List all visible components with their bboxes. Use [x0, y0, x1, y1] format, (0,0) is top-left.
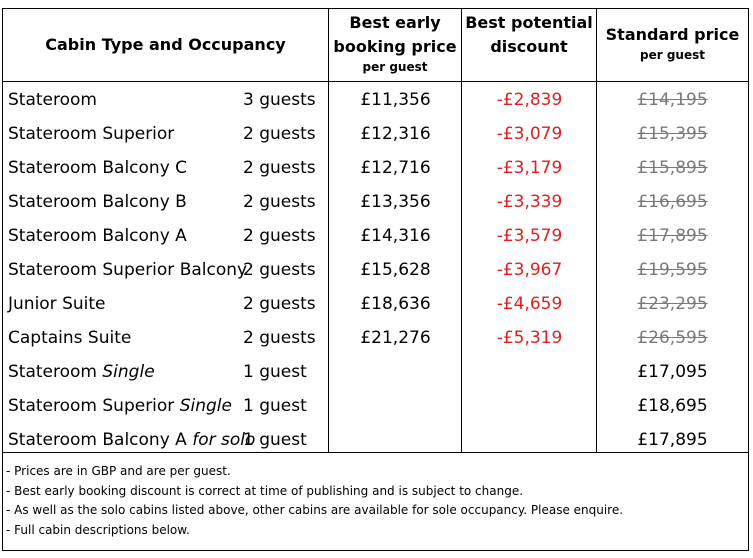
discount: -£5,319: [496, 328, 563, 348]
cabin-type-italic: for solo: [192, 430, 256, 450]
occupancy: 1 guest: [243, 430, 307, 450]
table-row: Stateroom Single 1 guest £17,095: [3, 355, 748, 389]
header-early-line2: booking price: [333, 37, 457, 56]
discount: -£2,839: [496, 90, 563, 110]
occupancy: 2 guests: [243, 158, 316, 178]
occupancy: 2 guests: [243, 192, 316, 212]
table-row: Stateroom 3 guests £11,356 -£2,839 £14,195: [3, 83, 748, 117]
cabin-type: Stateroom Balcony A: [8, 226, 187, 246]
header-early: Best early booking price per guest: [329, 11, 461, 75]
notes: - Prices are in GBP and are per guest. -…: [6, 462, 623, 540]
cabin-type-italic: Single: [179, 396, 232, 416]
discount: -£3,967: [496, 260, 563, 280]
note-line: - Best early booking discount is correct…: [6, 483, 524, 498]
cabin-type: Stateroom Balcony B: [8, 192, 187, 212]
cabin-type-cell: Stateroom Balcony A for solo: [8, 423, 255, 457]
cabin-type: Captains Suite: [8, 328, 132, 348]
table-row: Captains Suite 2 guests £21,276 -£5,319 £26,…: [3, 321, 748, 355]
cabin-type-cell: Stateroom Balcony C: [8, 151, 187, 185]
cabin-type-cell: Captains Suite: [8, 321, 131, 355]
cabin-type: Stateroom: [8, 362, 103, 382]
column-divider: [596, 9, 597, 452]
occupancy: 1 guest: [243, 396, 307, 416]
note-line: - Prices are in GBP and are per guest.: [6, 464, 231, 478]
header-divider: [3, 81, 748, 82]
early-price: £12,316: [360, 124, 431, 144]
note-line: - As well as the solo cabins listed abov…: [6, 503, 624, 517]
header-early-line1: Best early: [349, 13, 441, 32]
cabin-type-italic: Single: [102, 362, 155, 382]
early-price: £18,636: [360, 294, 431, 314]
header-standard-line1: Standard price: [605, 25, 740, 44]
early-price: £21,276: [360, 328, 431, 348]
cabin-type: Stateroom Superior Balcony: [8, 260, 248, 280]
cabin-type-cell: Stateroom Balcony A: [8, 219, 187, 253]
table-row: Junior Suite 2 guests £18,636 -£4,659 £23,29…: [3, 287, 748, 321]
cabin-type-cell: Stateroom Superior Single: [8, 389, 232, 423]
occupancy: 2 guests: [243, 226, 316, 246]
discount: -£3,179: [496, 158, 563, 178]
table-row: Stateroom Superior Balcony 2 guests £15,62…: [3, 253, 748, 287]
cabin-type-cell: Stateroom: [8, 83, 97, 117]
header-standard-sub: per guest: [640, 48, 705, 62]
table-row: Stateroom Balcony A for solo 1 guest £17,8…: [3, 423, 748, 457]
early-price: £15,628: [360, 260, 431, 280]
cabin-type: Stateroom Superior: [8, 124, 175, 144]
table-row: Stateroom Balcony A 2 guests £14,316 -£3,57…: [3, 219, 748, 253]
cabin-type-cell: Stateroom Single: [8, 355, 155, 389]
occupancy: 2 guests: [243, 294, 316, 314]
cabin-type: Stateroom: [8, 90, 97, 110]
occupancy: 2 guests: [243, 124, 316, 144]
standard-price: £26,595: [637, 328, 708, 348]
standard-price: £17,095: [637, 362, 708, 382]
discount: -£3,579: [496, 226, 563, 246]
occupancy: 3 guests: [243, 90, 316, 110]
early-price: £12,716: [360, 158, 431, 178]
standard-price: £15,895: [637, 158, 708, 178]
standard-price: £17,895: [637, 430, 708, 450]
header-standard: Standard price per guest: [597, 23, 748, 63]
table-row: Stateroom Superior Single 1 guest £18,695: [3, 389, 748, 423]
table-row: Stateroom Balcony C 2 guests £12,716 -£3,17…: [3, 151, 748, 185]
cabin-type: Junior Suite: [8, 294, 106, 314]
cabin-type: Stateroom Superior: [8, 396, 180, 416]
header-discount-line1: Best potential: [465, 13, 593, 32]
early-price: £14,316: [360, 226, 431, 246]
standard-price: £14,195: [637, 90, 708, 110]
occupancy: 2 guests: [243, 260, 316, 280]
cabin-type-cell: Stateroom Superior Balcony: [8, 253, 247, 287]
table-row: Stateroom Superior 2 guests £12,316 -£3,079…: [3, 117, 748, 151]
cabin-type-cell: Junior Suite: [8, 287, 106, 321]
price-table: Cabin Type and Occupancy Best early book…: [2, 8, 749, 551]
standard-price: £17,895: [637, 226, 708, 246]
table-row: Stateroom Balcony B 2 guests £13,356 -£3,33…: [3, 185, 748, 219]
standard-price: £15,395: [637, 124, 708, 144]
discount: -£4,659: [496, 294, 563, 314]
column-divider: [328, 9, 329, 452]
occupancy: 1 guest: [243, 362, 307, 382]
standard-price: £16,695: [637, 192, 708, 212]
cabin-type: Stateroom Balcony A: [8, 430, 193, 450]
cabin-type: Stateroom Balcony C: [8, 158, 188, 178]
discount: -£3,339: [496, 192, 563, 212]
header-early-sub: per guest: [362, 60, 428, 74]
cabin-type-cell: Stateroom Balcony B: [8, 185, 187, 219]
header-discount-line2: discount: [490, 37, 568, 56]
standard-price: £23,295: [637, 294, 708, 314]
discount: -£3,079: [496, 124, 563, 144]
occupancy: 2 guests: [243, 328, 316, 348]
cabin-type-cell: Stateroom Superior: [8, 117, 174, 151]
early-price: £13,356: [360, 192, 431, 212]
note-line: - Full cabin descriptions below.: [6, 522, 190, 537]
column-divider: [461, 9, 462, 452]
standard-price: £19,595: [637, 260, 708, 280]
header-cabin: Cabin Type and Occupancy: [45, 35, 286, 54]
early-price: £11,356: [360, 90, 431, 110]
standard-price: £18,695: [637, 396, 708, 416]
notes-divider: [3, 452, 748, 453]
header-discount: Best potential discount: [462, 11, 596, 59]
